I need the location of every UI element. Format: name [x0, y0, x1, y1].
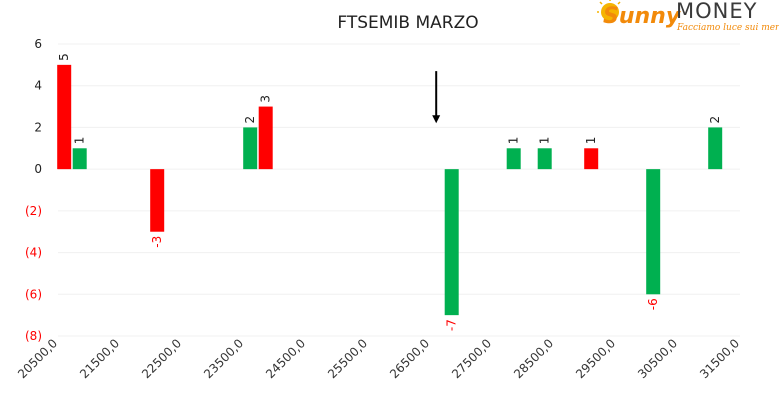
bar — [506, 148, 521, 170]
data-label: 1 — [538, 137, 552, 145]
gridlines — [58, 43, 740, 337]
logo-brand-money: MONEY — [676, 0, 757, 23]
x-tick-label: 26500,0 — [387, 336, 432, 381]
data-label: 3 — [259, 95, 273, 103]
chart-title: FTSEMIB MARZO — [337, 13, 478, 33]
x-tick-label: 23500,0 — [201, 336, 246, 381]
x-tick-label: 21500,0 — [77, 336, 122, 381]
sun-icon — [601, 3, 619, 21]
x-tick-label: 27500,0 — [449, 336, 494, 381]
data-label: 2 — [243, 116, 257, 124]
y-axis-ticks: 6 4 2 0 (2) (4) (6) (8) — [25, 37, 42, 343]
x-tick-label: 28500,0 — [511, 336, 556, 381]
y-tick-label: (8) — [25, 329, 42, 343]
sun-rays-icon — [597, 0, 621, 13]
bar — [72, 148, 87, 170]
bar — [243, 127, 258, 170]
y-tick-label: (6) — [25, 287, 42, 301]
y-tick-label: 0 — [34, 162, 42, 176]
bar — [708, 127, 723, 170]
data-labels: 5 1 -3 2 3 -7 1 1 1 -6 2 — [57, 53, 722, 331]
y-tick-label: (2) — [25, 204, 42, 218]
x-tick-label: 31500,0 — [697, 336, 742, 381]
x-tick-label: 22500,0 — [139, 336, 184, 381]
bar — [537, 148, 552, 170]
data-label: 2 — [708, 116, 722, 124]
x-tick-label: 29500,0 — [573, 336, 618, 381]
y-tick-label: 6 — [34, 37, 42, 51]
data-label: 5 — [57, 53, 71, 61]
logo-tagline: Facciamo luce sui mercati — [676, 23, 779, 33]
data-label: 1 — [584, 137, 598, 145]
sunny-money-logo: Sunny MONEY Facciamo luce sui mercati — [597, 0, 779, 33]
data-label: 1 — [507, 137, 521, 145]
data-label: -6 — [646, 298, 660, 310]
data-label: 1 — [73, 137, 87, 145]
bar — [646, 169, 661, 295]
y-tick-label: (4) — [25, 246, 42, 260]
x-axis-ticks: 20500,0 21500,0 22500,0 23500,0 24500,0 25500… — [15, 336, 742, 381]
x-tick-label: 30500,0 — [635, 336, 680, 381]
bar — [57, 64, 72, 170]
bars — [57, 64, 723, 316]
x-tick-label: 24500,0 — [263, 336, 308, 381]
y-tick-label: 2 — [34, 120, 42, 134]
y-tick-label: 4 — [34, 79, 42, 93]
annotations — [432, 71, 441, 124]
data-label: -3 — [150, 236, 164, 248]
bar — [150, 169, 165, 232]
bar — [584, 148, 599, 170]
logo-brand-word: Sunny — [603, 4, 682, 29]
arrow-down-icon — [432, 115, 441, 124]
bar — [444, 169, 459, 316]
bar — [258, 106, 273, 170]
data-label: -7 — [445, 319, 459, 331]
x-tick-label: 25500,0 — [325, 336, 370, 381]
